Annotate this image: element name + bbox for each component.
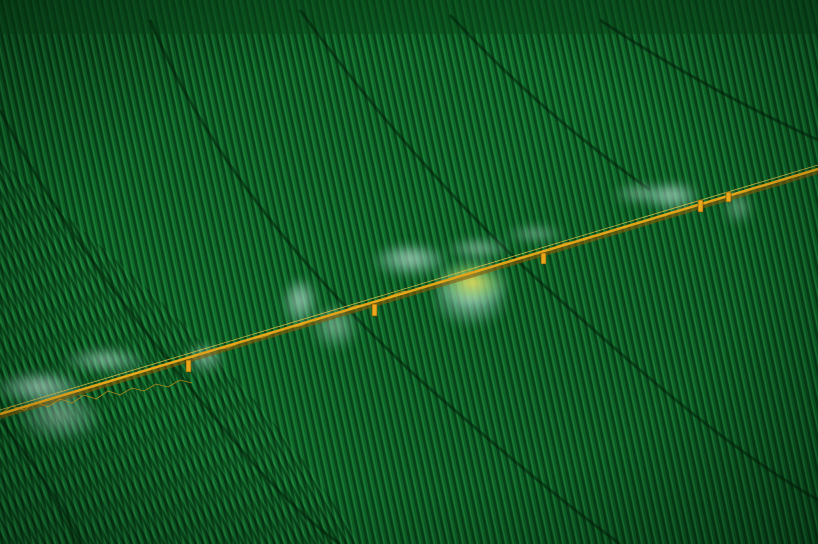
vignette bbox=[0, 0, 818, 544]
aerial-cornfield-photo bbox=[0, 0, 818, 544]
